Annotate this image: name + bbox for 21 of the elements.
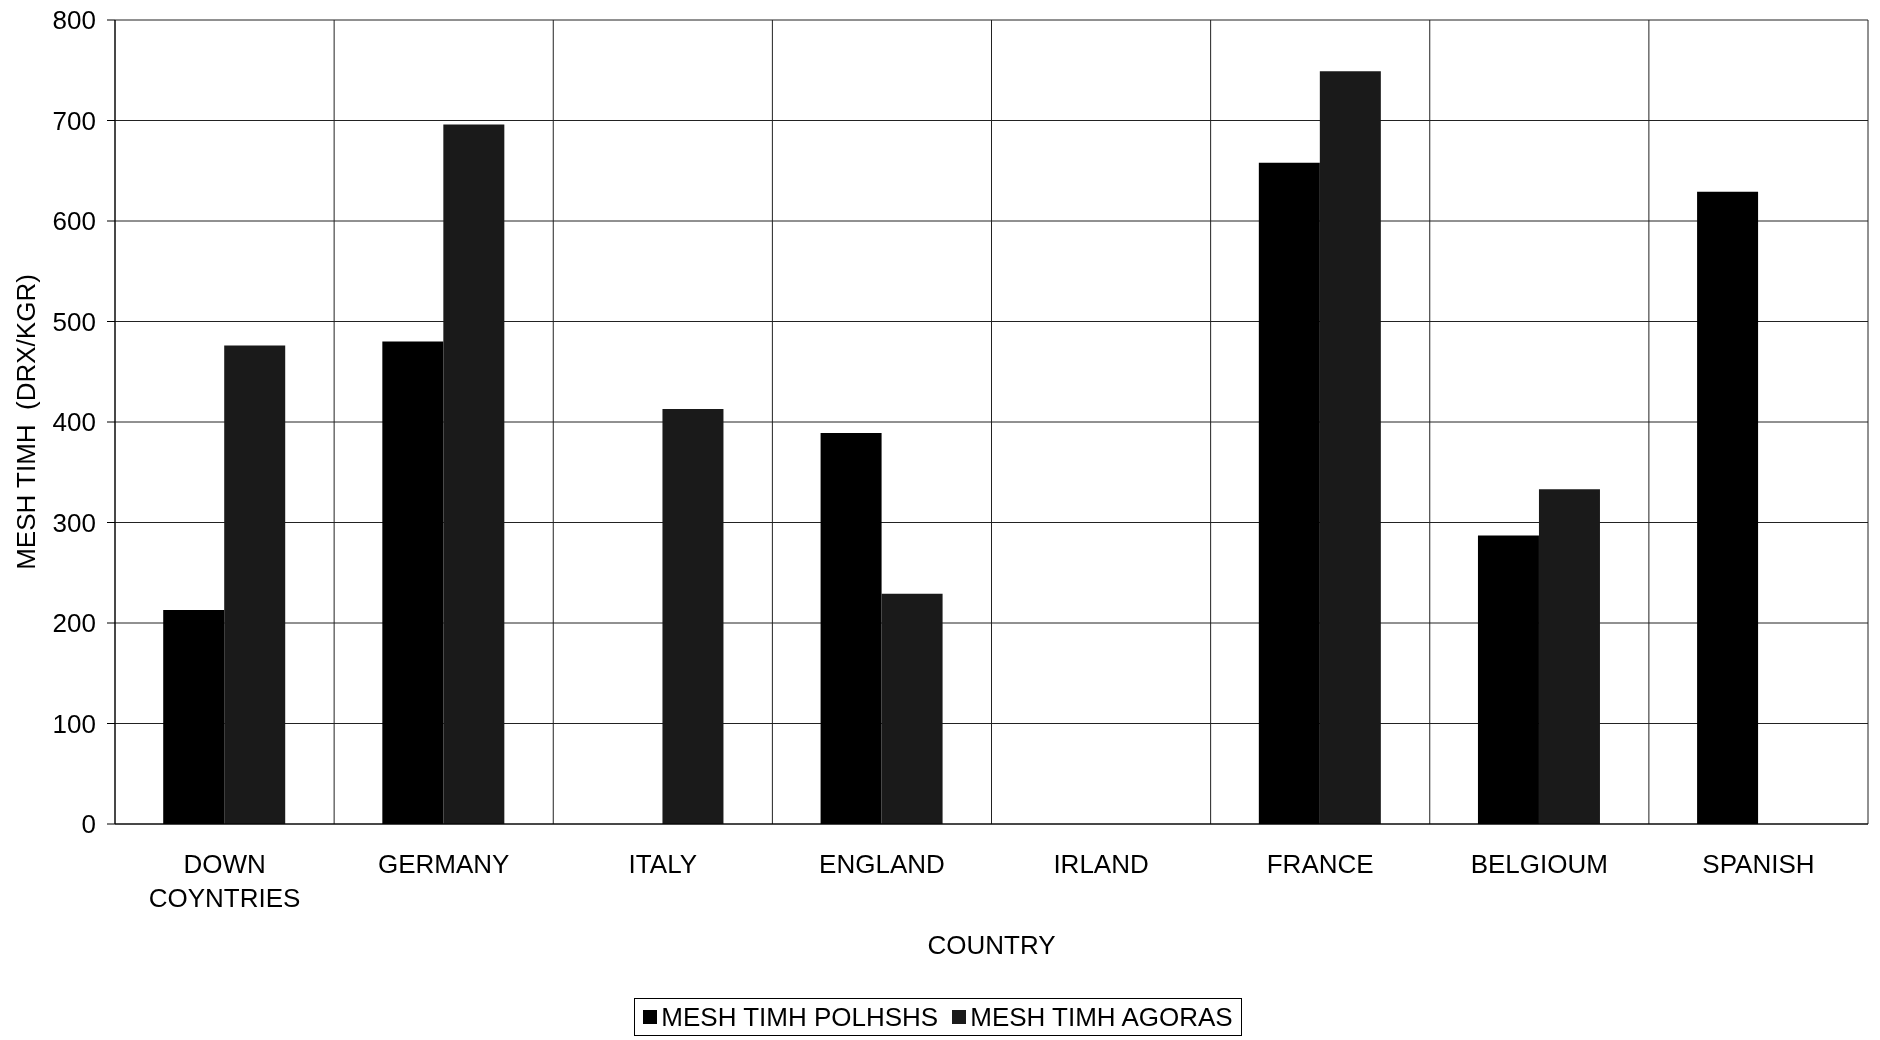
x-tick-label: SPANISH xyxy=(1702,849,1815,879)
y-tick-label: 300 xyxy=(52,507,96,538)
y-tick-label: 200 xyxy=(52,608,96,639)
y-tick-label: 100 xyxy=(52,708,96,739)
y-tick-label: 700 xyxy=(52,105,96,136)
x-axis-title: COUNTRY xyxy=(927,930,1056,960)
y-tick-label: 400 xyxy=(52,407,96,438)
x-tick-label: FRANCE xyxy=(1266,849,1374,879)
x-tick-label: IRLAND xyxy=(1053,849,1149,879)
y-tick-label: 500 xyxy=(52,306,96,337)
y-axis-title: MESH TIMH (DRX/KGR) xyxy=(11,274,41,570)
legend-label: MESH TIMH AGORAS xyxy=(970,1001,1233,1033)
x-tick-label: BELGIOUM xyxy=(1470,849,1608,879)
x-tick-label: ITALY xyxy=(628,849,698,879)
y-tick-label: 0 xyxy=(81,809,96,840)
y-tick-label: 800 xyxy=(52,5,96,36)
y-tick-label: 600 xyxy=(52,206,96,237)
x-tick-label: GERMANY xyxy=(377,849,510,879)
x-tick-label: ENGLAND xyxy=(819,849,945,879)
x-tick-label: DOWN COYNTRIES xyxy=(148,849,301,913)
legend-label: MESH TIMH POLHSHS xyxy=(661,1001,939,1033)
